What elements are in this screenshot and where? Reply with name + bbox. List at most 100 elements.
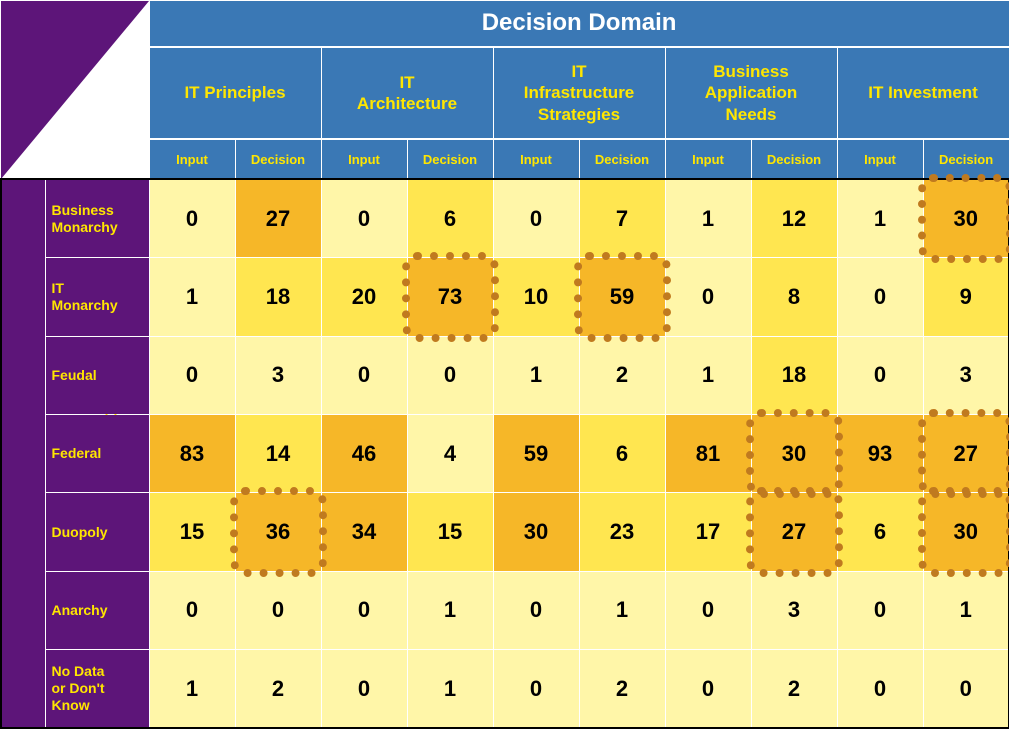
matrix-cell: 0: [493, 179, 579, 257]
row-label: ITMonarchy: [45, 258, 149, 336]
matrix-cell: 93: [837, 414, 923, 492]
matrix-cell: 0: [149, 571, 235, 649]
matrix-cell: 10: [493, 258, 579, 336]
matrix-cell: 0: [321, 571, 407, 649]
matrix-cell: 73: [407, 258, 493, 336]
matrix-cell: 18: [751, 336, 837, 414]
matrix-cell: 2: [235, 650, 321, 728]
matrix-cell: 1: [407, 650, 493, 728]
matrix-cell: 0: [923, 650, 1009, 728]
matrix-cell: 15: [407, 493, 493, 571]
matrix-cell: 2: [751, 650, 837, 728]
sub-header-decision: Decision: [407, 139, 493, 179]
governance-archetype-label: Governance Archetype: [1, 179, 45, 728]
highlight-box: [230, 487, 327, 576]
row-label: Feudal: [45, 336, 149, 414]
matrix-cell: 59: [579, 258, 665, 336]
sub-header-decision: Decision: [923, 139, 1009, 179]
matrix-cell: 7: [579, 179, 665, 257]
matrix-cell: 27: [235, 179, 321, 257]
sub-header-input: Input: [149, 139, 235, 179]
matrix-cell: 27: [751, 493, 837, 571]
matrix-cell: 0: [665, 650, 751, 728]
matrix-cell: 0: [837, 650, 923, 728]
matrix-cell: 23: [579, 493, 665, 571]
highlight-box: [402, 252, 499, 341]
highlight-box: [746, 487, 843, 576]
matrix-cell: 0: [321, 179, 407, 257]
matrix-cell: 0: [493, 650, 579, 728]
matrix-cell: 3: [923, 336, 1009, 414]
matrix-cell: 0: [837, 336, 923, 414]
matrix-cell: 46: [321, 414, 407, 492]
highlight-box: [918, 409, 1009, 498]
matrix-cell: 34: [321, 493, 407, 571]
matrix-cell: 1: [665, 179, 751, 257]
matrix-cell: 1: [665, 336, 751, 414]
matrix-cell: 1: [149, 258, 235, 336]
matrix-cell: 6: [407, 179, 493, 257]
matrix-cell: 0: [837, 258, 923, 336]
sub-header-decision: Decision: [579, 139, 665, 179]
matrix-cell: 30: [923, 179, 1009, 257]
decision-domain-title: Decision Domain: [149, 1, 1009, 47]
corner-triangle: [1, 1, 149, 180]
sub-header-input: Input: [493, 139, 579, 179]
matrix-cell: 0: [235, 571, 321, 649]
matrix-cell: 1: [493, 336, 579, 414]
matrix-cell: 0: [837, 571, 923, 649]
sub-header-decision: Decision: [235, 139, 321, 179]
matrix-cell: 1: [407, 571, 493, 649]
matrix-cell: 3: [235, 336, 321, 414]
matrix-cell: 0: [493, 571, 579, 649]
matrix-cell: 0: [321, 650, 407, 728]
matrix-cell: 36: [235, 493, 321, 571]
domain-header: IT Investment: [837, 47, 1009, 139]
matrix-cell: 20: [321, 258, 407, 336]
highlight-box: [918, 174, 1009, 263]
matrix-cell: 15: [149, 493, 235, 571]
matrix-cell: 17: [665, 493, 751, 571]
domain-header: ITInfrastructureStrategies: [493, 47, 665, 139]
matrix-cell: 12: [751, 179, 837, 257]
matrix-cell: 1: [837, 179, 923, 257]
matrix-cell: 0: [149, 336, 235, 414]
corner-triangle-shape: [1, 1, 149, 179]
highlight-box: [746, 409, 843, 498]
sub-header-input: Input: [321, 139, 407, 179]
matrix-cell: 9: [923, 258, 1009, 336]
matrix-cell: 1: [579, 571, 665, 649]
matrix-cell: 6: [837, 493, 923, 571]
row-label: Duopoly: [45, 493, 149, 571]
governance-matrix: Decision DomainIT PrinciplesITArchitectu…: [0, 0, 1009, 729]
domain-header: ITArchitecture: [321, 47, 493, 139]
matrix-cell: 27: [923, 414, 1009, 492]
matrix-cell: 6: [579, 414, 665, 492]
matrix-cell: 30: [923, 493, 1009, 571]
matrix-cell: 18: [235, 258, 321, 336]
matrix-cell: 81: [665, 414, 751, 492]
sub-header-input: Input: [665, 139, 751, 179]
matrix-cell: 1: [923, 571, 1009, 649]
matrix-cell: 14: [235, 414, 321, 492]
row-label: No Dataor Don'tKnow: [45, 650, 149, 728]
domain-header: BusinessApplicationNeeds: [665, 47, 837, 139]
matrix-cell: 30: [751, 414, 837, 492]
matrix-table: Decision DomainIT PrinciplesITArchitectu…: [0, 0, 1009, 729]
row-label: Federal: [45, 414, 149, 492]
highlight-box: [574, 252, 671, 341]
sub-header-decision: Decision: [751, 139, 837, 179]
matrix-cell: 0: [407, 336, 493, 414]
matrix-cell: 1: [149, 650, 235, 728]
row-label: Anarchy: [45, 571, 149, 649]
matrix-cell: 2: [579, 336, 665, 414]
highlight-box: [918, 487, 1009, 576]
matrix-cell: 0: [665, 571, 751, 649]
matrix-cell: 0: [321, 336, 407, 414]
matrix-cell: 8: [751, 258, 837, 336]
matrix-cell: 59: [493, 414, 579, 492]
matrix-cell: 2: [579, 650, 665, 728]
row-label: BusinessMonarchy: [45, 179, 149, 257]
sub-header-input: Input: [837, 139, 923, 179]
matrix-cell: 0: [149, 179, 235, 257]
